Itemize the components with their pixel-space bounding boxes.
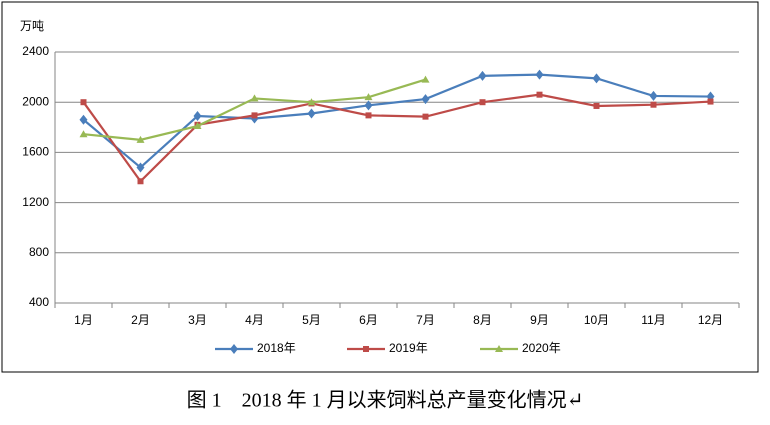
x-tick-label: 6月	[359, 313, 378, 327]
legend-label: 2020年	[522, 341, 561, 355]
data-point	[649, 90, 658, 101]
data-point	[422, 113, 429, 120]
data-point	[307, 108, 316, 119]
x-tick-label: 5月	[302, 313, 321, 327]
data-point	[193, 122, 202, 130]
y-tick-label: 1200	[22, 195, 49, 209]
data-point	[707, 98, 714, 105]
data-point	[136, 135, 145, 143]
data-point	[479, 99, 486, 106]
data-point	[79, 130, 88, 138]
y-axis-label: 万吨	[20, 19, 44, 33]
data-point	[137, 178, 144, 185]
x-tick-label: 11月	[641, 313, 665, 327]
x-tick-label: 2月	[131, 313, 150, 327]
data-point	[536, 91, 543, 98]
chart-frame	[1, 1, 759, 373]
x-tick-label: 8月	[473, 313, 492, 327]
data-point	[307, 98, 316, 106]
legend-label: 2019年	[389, 341, 428, 355]
legend-marker	[495, 345, 503, 352]
data-point	[421, 75, 430, 83]
data-point	[421, 94, 430, 105]
x-tick-label: 7月	[416, 313, 435, 327]
data-point	[650, 101, 657, 108]
data-point	[592, 73, 601, 84]
legend-label: 2018年	[257, 341, 296, 355]
series-line	[82, 93, 711, 183]
x-tick-label: 12月	[698, 313, 723, 327]
data-point	[535, 69, 544, 80]
y-tick-label: 1600	[22, 145, 49, 159]
y-tick-label: 2000	[22, 94, 49, 108]
caption: 图 1 2018 年 1 月以来饲料总产量变化情况↵	[187, 389, 584, 412]
data-point	[593, 102, 600, 109]
data-point	[136, 162, 145, 173]
data-point	[365, 112, 372, 119]
data-point	[478, 70, 487, 81]
x-tick-label: 9月	[530, 313, 549, 327]
data-point	[364, 93, 373, 101]
x-tick-label: 4月	[245, 313, 264, 327]
y-tick-label: 800	[29, 245, 49, 259]
data-point	[251, 112, 258, 119]
legend-marker	[363, 346, 369, 352]
y-tick-label: 400	[29, 295, 49, 309]
data-point	[250, 94, 259, 102]
data-point	[80, 99, 87, 106]
data-point	[364, 100, 373, 111]
data-point	[79, 114, 88, 125]
x-tick-label: 3月	[188, 313, 207, 327]
series-line	[82, 73, 711, 169]
data-point	[193, 111, 202, 122]
y-tick-label: 2400	[22, 44, 49, 58]
x-tick-label: 1月	[74, 313, 93, 327]
x-tick-label: 10月	[584, 313, 609, 327]
legend-marker	[230, 344, 238, 354]
